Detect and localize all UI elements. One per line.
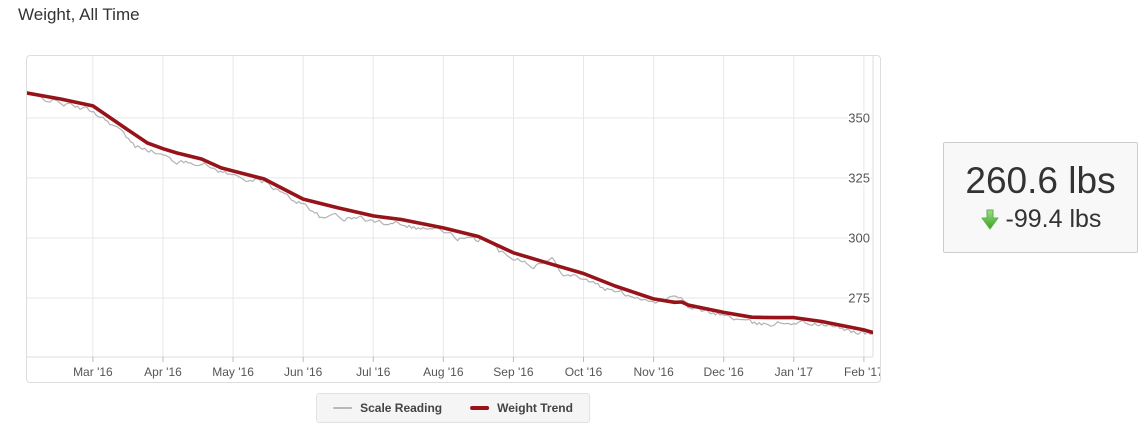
chart-title: Weight, All Time bbox=[18, 5, 140, 24]
x-axis-label: Jun '16 bbox=[284, 365, 323, 379]
legend-item-weight-trend: Weight Trend bbox=[470, 401, 573, 415]
y-axis: 350 325 300 275 bbox=[846, 108, 872, 307]
scale-reading-series bbox=[27, 92, 873, 335]
y-axis-label: 300 bbox=[848, 230, 870, 245]
x-axis: Mar '16 Apr '16 May '16 Jun '16 Jul '16 Aug '… bbox=[73, 357, 880, 379]
green-down-arrow-icon bbox=[981, 209, 999, 230]
chart-legend: Scale Reading Weight Trend bbox=[316, 393, 590, 423]
y-axis-label: 275 bbox=[848, 290, 870, 305]
x-axis-label: Mar '16 bbox=[73, 365, 113, 379]
weight-change-value: -99.4 lbs bbox=[1005, 205, 1102, 234]
weight-trend-series bbox=[27, 91, 873, 335]
legend-label: Scale Reading bbox=[360, 401, 443, 415]
x-axis-label: Feb '17 bbox=[844, 365, 880, 379]
x-axis-label: May '16 bbox=[212, 365, 254, 379]
x-axis-label: Jul '16 bbox=[356, 365, 391, 379]
weight-chart-svg: Mar '16 Apr '16 May '16 Jun '16 Jul '16 Aug '… bbox=[27, 56, 880, 379]
weight-chart-panel: Mar '16 Apr '16 May '16 Jun '16 Jul '16 Aug '… bbox=[26, 55, 881, 383]
x-axis-label: Nov '16 bbox=[633, 365, 674, 379]
x-axis-label: Jan '17 bbox=[775, 365, 814, 379]
weight-trend-line-icon bbox=[470, 406, 490, 410]
legend-label: Weight Trend bbox=[497, 401, 573, 415]
gridlines bbox=[27, 56, 873, 357]
x-axis-label: Aug '16 bbox=[423, 365, 464, 379]
y-axis-label: 350 bbox=[848, 110, 870, 125]
x-axis-label: Dec '16 bbox=[704, 365, 745, 379]
x-axis-label: Oct '16 bbox=[565, 365, 603, 379]
legend-item-scale-reading: Scale Reading bbox=[333, 401, 442, 415]
weight-summary-card: 260.6 lbs -99.4 lbs bbox=[943, 142, 1138, 253]
x-axis-label: Apr '16 bbox=[144, 365, 182, 379]
current-weight-value: 260.6 lbs bbox=[965, 159, 1116, 201]
scale-reading-line-icon bbox=[333, 407, 353, 409]
y-axis-label: 325 bbox=[848, 170, 870, 185]
x-axis-label: Sep '16 bbox=[493, 365, 534, 379]
weight-change-row: -99.4 lbs bbox=[980, 205, 1102, 234]
